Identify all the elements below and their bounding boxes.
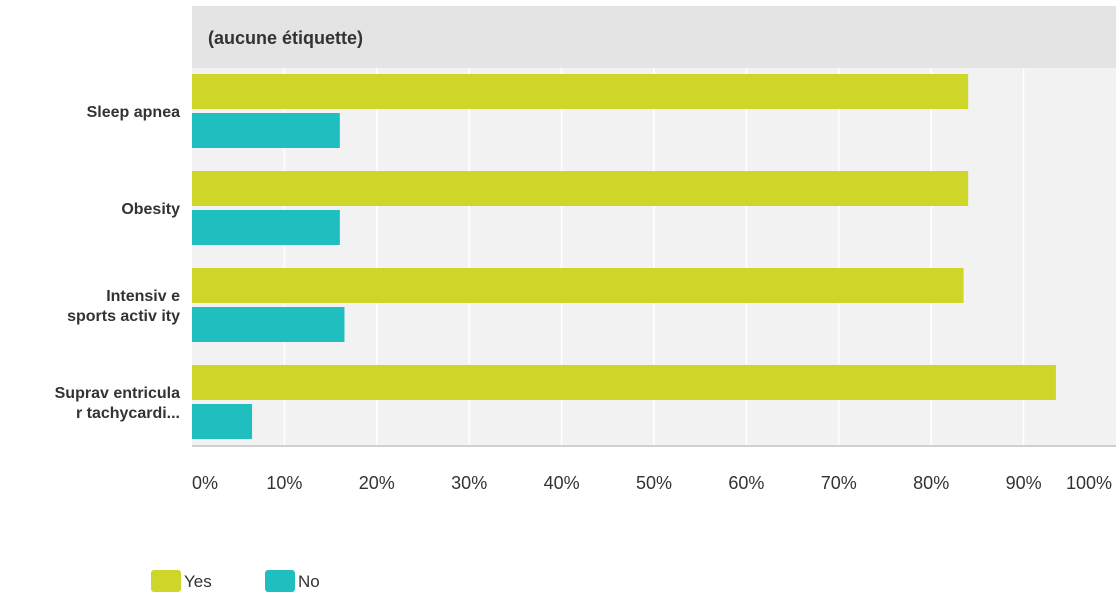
x-tick-label: 40% (544, 473, 580, 493)
bar-no (192, 307, 345, 342)
legend: Yes No (151, 570, 320, 592)
bar-yes (192, 74, 969, 109)
x-tick-label: 60% (728, 473, 764, 493)
legend-swatch-no (265, 570, 295, 592)
x-tick-label: 50% (636, 473, 672, 493)
legend-label-yes: Yes (184, 572, 212, 591)
category-label: Obesity (121, 201, 180, 218)
x-tick-label: 90% (1006, 473, 1042, 493)
x-tick-label: 80% (913, 473, 949, 493)
group-header-label: (aucune étiquette) (208, 28, 363, 48)
bar-no (192, 113, 340, 148)
x-tick-label: 10% (266, 473, 302, 493)
legend-label-no: No (298, 572, 320, 591)
legend-swatch-yes (151, 570, 181, 592)
category-label: Suprav entricula (55, 385, 180, 402)
bars (192, 74, 1056, 439)
bar-no (192, 210, 340, 245)
bar-yes (192, 268, 964, 303)
category-label: r tachycardi... (76, 405, 180, 422)
bar-yes (192, 365, 1056, 400)
bar-yes (192, 171, 969, 206)
x-tick-labels: 0% 10% 20% 30% 40% 50% 60% 70% 80% 90% 100% (192, 473, 1112, 493)
x-tick-label: 100% (1066, 473, 1112, 493)
category-label: Sleep apnea (87, 104, 180, 121)
x-tick-label: 0% (192, 473, 218, 493)
x-tick-label: 70% (821, 473, 857, 493)
category-labels: Sleep apnea Obesity Intensiv e sports activ… (55, 104, 180, 422)
category-label: sports activ ity (67, 308, 180, 325)
category-label: Intensiv e (106, 288, 180, 305)
group-header-band (192, 6, 1116, 68)
x-tick-label: 30% (451, 473, 487, 493)
bar-no (192, 404, 253, 439)
x-tick-label: 20% (359, 473, 395, 493)
